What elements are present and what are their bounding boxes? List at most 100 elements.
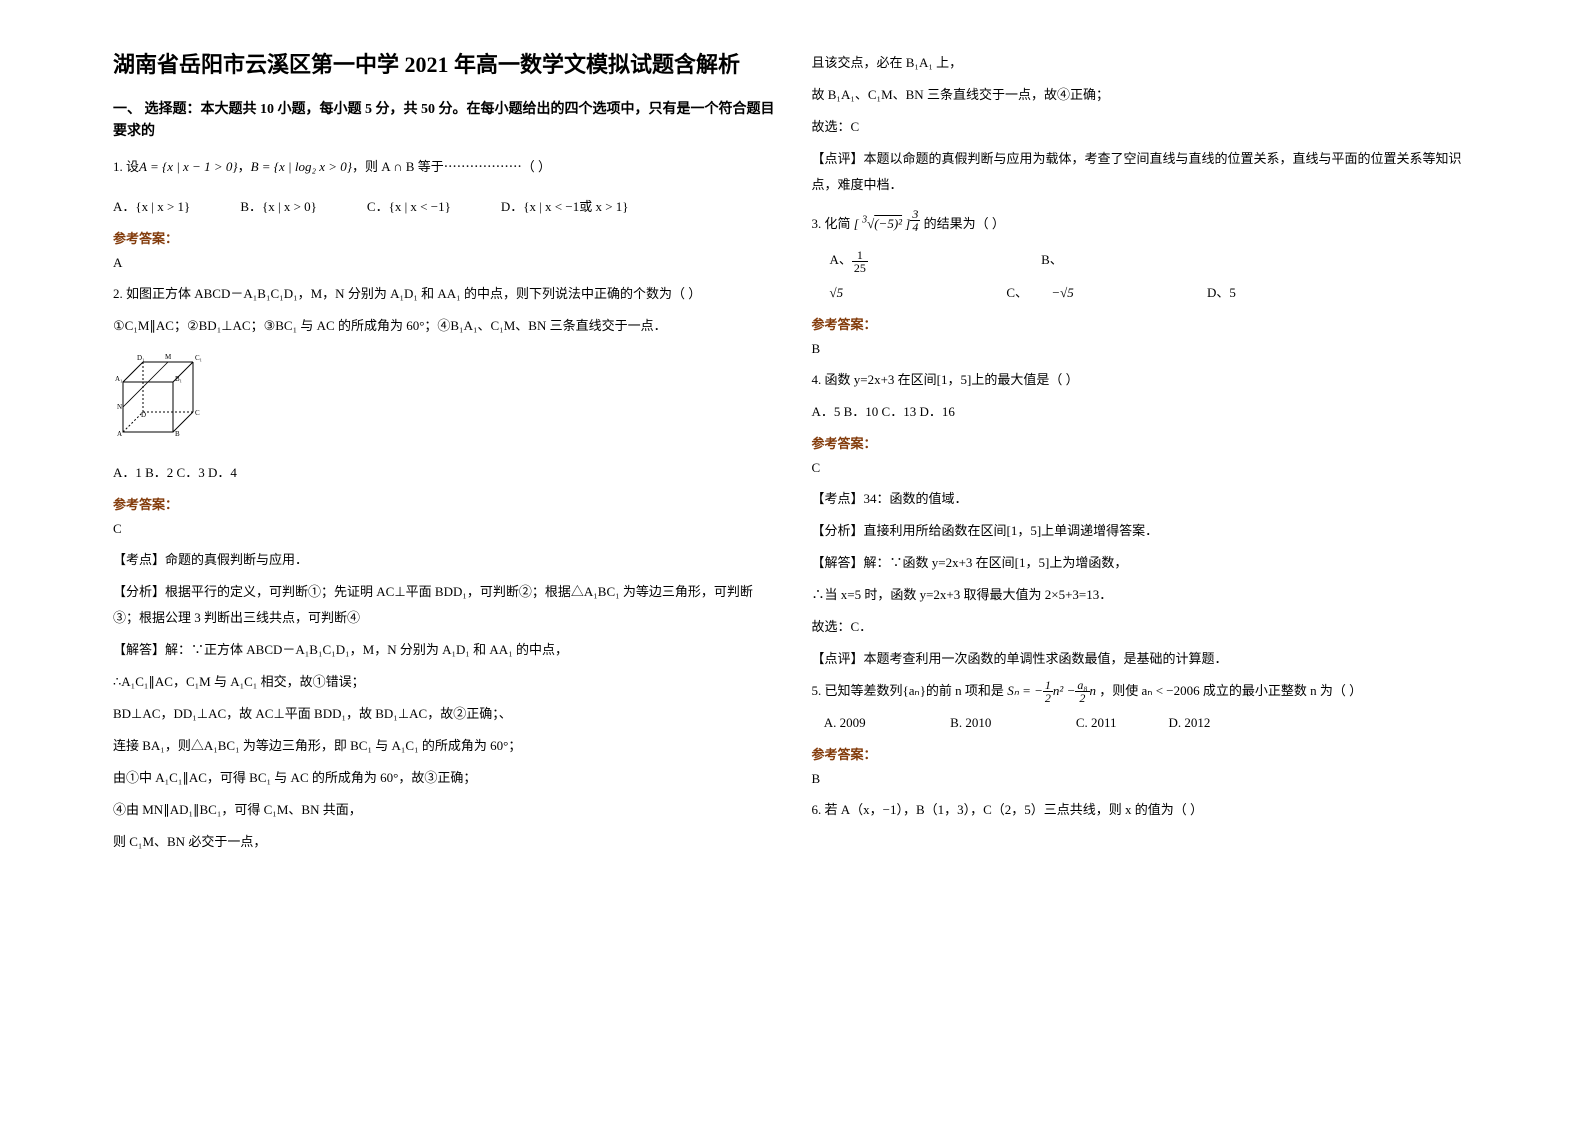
q4-opts: A．5 B．10 C．13 D．16 [812, 399, 1475, 425]
q4-dp-text: 本题考查利用一次函数的单调性求函数最值，是基础的计算题． [864, 651, 1228, 666]
q1-comma: ， [238, 159, 251, 174]
q1-answer-label: 参考答案： [113, 228, 776, 247]
jieda-label: 【解答】 [113, 642, 165, 657]
jieda-l4: 由①中 A₁C₁∥AC，可得 BC₁ 与 AC 的所成角为 60°，故③正确； [113, 765, 776, 791]
svg-text:A₁: A₁ [115, 375, 123, 383]
q3-optB-val: √5 [830, 285, 844, 300]
q4-answer: C [812, 460, 1475, 476]
q3-optA-frac: 125 [852, 249, 868, 274]
q2c-l0: 且该交点，必在 B₁A₁ 上， [812, 50, 1475, 76]
q2-stem1: 2. 如图正方体 ABCD－A₁B₁C₁D₁，M，N 分别为 A₁D₁ 和 AA… [113, 281, 776, 307]
q4-answer-label: 参考答案： [812, 433, 1475, 452]
q4-jd3: 故选：C． [812, 614, 1475, 640]
q1-optD: D．{x | x < −1或 x > 1} [501, 194, 629, 220]
q1-setB: B = {x | log₂ x > 0} [251, 159, 352, 174]
q4-jd-label: 【解答】 [812, 555, 864, 570]
right-column: 且该交点，必在 B₁A₁ 上， 故 B₁A₁、C₁M、BN 三条直线交于一点，故… [794, 50, 1493, 1072]
jieda-l5: ④由 MN∥AD₁∥BC₁，可得 C₁M、BN 共面， [113, 797, 776, 823]
svg-text:B: B [175, 430, 180, 438]
q5-m3: n [1090, 683, 1097, 698]
svg-text:B₁: B₁ [175, 375, 182, 383]
q3-answer: B [812, 341, 1475, 357]
q2c-l1: 故 B₁A₁、C₁M、BN 三条直线交于一点，故④正确； [812, 82, 1475, 108]
q5-answer: B [812, 771, 1475, 787]
q2-answer-label: 参考答案： [113, 494, 776, 513]
q3-stem: 3. 化简 [ 3√(−5)² ]34 的结果为（ ） [812, 208, 1475, 237]
q3-expr: [ 3√(−5)² ]34 [854, 216, 921, 231]
q3-optD: D、5 [1207, 285, 1236, 300]
q1-stem: 1. 设A = {x | x − 1 > 0}，B = {x | log₂ x … [113, 154, 776, 180]
q5-expr: Sₙ = −12n² −a₈2n [1007, 683, 1099, 698]
q2-kaodian: 【考点】命题的真假判断与应用． [113, 547, 776, 573]
svg-text:D: D [141, 411, 146, 419]
left-column: 湖南省岳阳市云溪区第一中学 2021 年高一数学文模拟试题含解析 一、 选择题：… [95, 50, 794, 1072]
q4-fx-label: 【分析】 [812, 523, 864, 538]
q3-pre: 3. 化简 [812, 216, 851, 231]
q4-stem: 4. 函数 y=2x+3 在区间[1，5]上的最大值是（ ） [812, 367, 1475, 393]
q4-jd: 【解答】解：∵函数 y=2x+3 在区间[1，5]上为增函数， [812, 550, 1475, 576]
q1-optA: A．{x | x > 1} [113, 194, 190, 220]
svg-text:D₁: D₁ [137, 354, 145, 362]
q5-a8-den: 2 [1075, 692, 1089, 704]
q2-dianping: 【点评】本题以命题的真假判断与应用为载体，考查了空间直线与直线的位置关系，直线与… [812, 146, 1475, 198]
q2-answer: C [113, 521, 776, 537]
q1-options: A．{x | x > 1} B．{x | x > 0} C．{x | x < −… [113, 194, 776, 220]
q4-fx: 【分析】直接利用所给函数在区间[1，5]上单调递增得答案． [812, 518, 1475, 544]
dp-label: 【点评】 [812, 151, 864, 166]
jieda-l2: BD⊥AC，DD₁⊥AC，故 AC⊥平面 BDD₁，故 BD₁⊥AC，故②正确；… [113, 701, 776, 727]
svg-text:C: C [195, 409, 200, 417]
section-header: 一、 选择题：本大题共 10 小题，每小题 5 分，共 50 分。在每小题给出的… [113, 99, 776, 144]
cube-figure: AB CD A₁B₁ C₁D₁ MN [113, 347, 776, 452]
svg-text:N: N [117, 403, 122, 411]
q4-dp: 【点评】本题考查利用一次函数的单调性求函数最值，是基础的计算题． [812, 646, 1475, 672]
q4-kd-label: 【考点】 [812, 491, 864, 506]
svg-text:A: A [117, 430, 122, 438]
q3-optC-val: −√5 [1051, 285, 1073, 300]
q2-fenxi: 【分析】根据平行的定义，可判断①；先证明 AC⊥平面 BDD₁，可判断②；根据△… [113, 579, 776, 631]
q5-opts: A. 2009 B. 2010 C. 2011 D. 2012 [812, 710, 1475, 736]
kaodian-text: 命题的真假判断与应用． [165, 552, 308, 567]
q3-optC: C、 [1006, 285, 1028, 300]
q3-options-row1: A、125 B、 [812, 247, 1475, 274]
jieda-l1: ∴A₁C₁∥AC，C₁M 与 A₁C₁ 相交，故①错误； [113, 669, 776, 695]
page-title: 湖南省岳阳市云溪区第一中学 2021 年高一数学文模拟试题含解析 [113, 50, 776, 81]
q5-sn: Sₙ = − [1007, 683, 1043, 698]
q1-setA: A = {x | x − 1 > 0} [139, 159, 238, 174]
jieda-l3: 连接 BA₁，则△A₁BC₁ 为等边三角形，即 BC₁ 与 A₁C₁ 的所成角为… [113, 733, 776, 759]
q1-post: ，则 A ∩ B 等于⋯⋯⋯⋯⋯⋯（ ） [352, 159, 551, 174]
q5-pre: 5. 已知等差数列{aₙ}的前 n 项和是 [812, 683, 1004, 698]
fenxi-text: 根据平行的定义，可判断①；先证明 AC⊥平面 BDD₁，可判断②；根据△A₁BC… [113, 584, 753, 625]
q2-jieda-row: 【解答】解：∵正方体 ABCD－A₁B₁C₁D₁，M，N 分别为 A₁D₁ 和 … [113, 637, 776, 663]
q3-post: 的结果为（ ） [924, 216, 1005, 231]
q2-stem2: ①C₁M∥AC；②BD₁⊥AC；③BC₁ 与 AC 的所成角为 60°；④B₁A… [113, 313, 776, 339]
q5-half-den: 2 [1043, 692, 1053, 704]
q4-jd2: ∴当 x=5 时，函数 y=2x+3 取得最大值为 2×5+3=13． [812, 582, 1475, 608]
q3-optA-num: 1 [852, 249, 868, 262]
fenxi-label: 【分析】 [113, 584, 165, 599]
q3-optA-label: A、 [830, 252, 852, 267]
q5-answer-label: 参考答案： [812, 744, 1475, 763]
q3-options-row2: √5 C、 −√5 D、5 [812, 280, 1475, 306]
q3-optB: B、 [1041, 252, 1063, 267]
svg-text:C₁: C₁ [195, 354, 202, 362]
cube-svg: AB CD A₁B₁ C₁D₁ MN [113, 347, 208, 447]
q1-optC: C．{x | x < −1} [367, 194, 451, 220]
q4-dp-label: 【点评】 [812, 651, 864, 666]
jieda-l0: 解：∵正方体 ABCD－A₁B₁C₁D₁，M，N 分别为 A₁D₁ 和 AA₁ … [165, 642, 568, 657]
q2c-l2: 故选：C [812, 114, 1475, 140]
q5-m2: n² − [1053, 683, 1075, 698]
dp-text: 本题以命题的真假判断与应用为载体，考查了空间直线与直线的位置关系，直线与平面的位… [812, 151, 1462, 192]
q3-answer-label: 参考答案： [812, 314, 1475, 333]
q3-optA-den: 25 [852, 262, 868, 274]
jieda-l6: 则 C₁M、BN 必交于一点， [113, 829, 776, 855]
kaodian-label: 【考点】 [113, 552, 165, 567]
q1-optB: B．{x | x > 0} [240, 194, 317, 220]
q1-answer: A [113, 255, 776, 271]
q6-stem: 6. 若 A（x，−1），B（1，3），C（2，5）三点共线，则 x 的值为（ … [812, 797, 1475, 823]
q4-jd1: 解：∵函数 y=2x+3 在区间[1，5]上为增函数， [864, 555, 1128, 570]
q1-pre: 1. 设 [113, 159, 139, 174]
q2-options: A．1 B．2 C．3 D．4 [113, 460, 776, 486]
q5-stem: 5. 已知等差数列{aₙ}的前 n 项和是 Sₙ = −12n² −a₈2n ，… [812, 678, 1475, 705]
q4-fx-text: 直接利用所给函数在区间[1，5]上单调递增得答案． [864, 523, 1159, 538]
q4-kd-text: 34：函数的值域． [864, 491, 968, 506]
